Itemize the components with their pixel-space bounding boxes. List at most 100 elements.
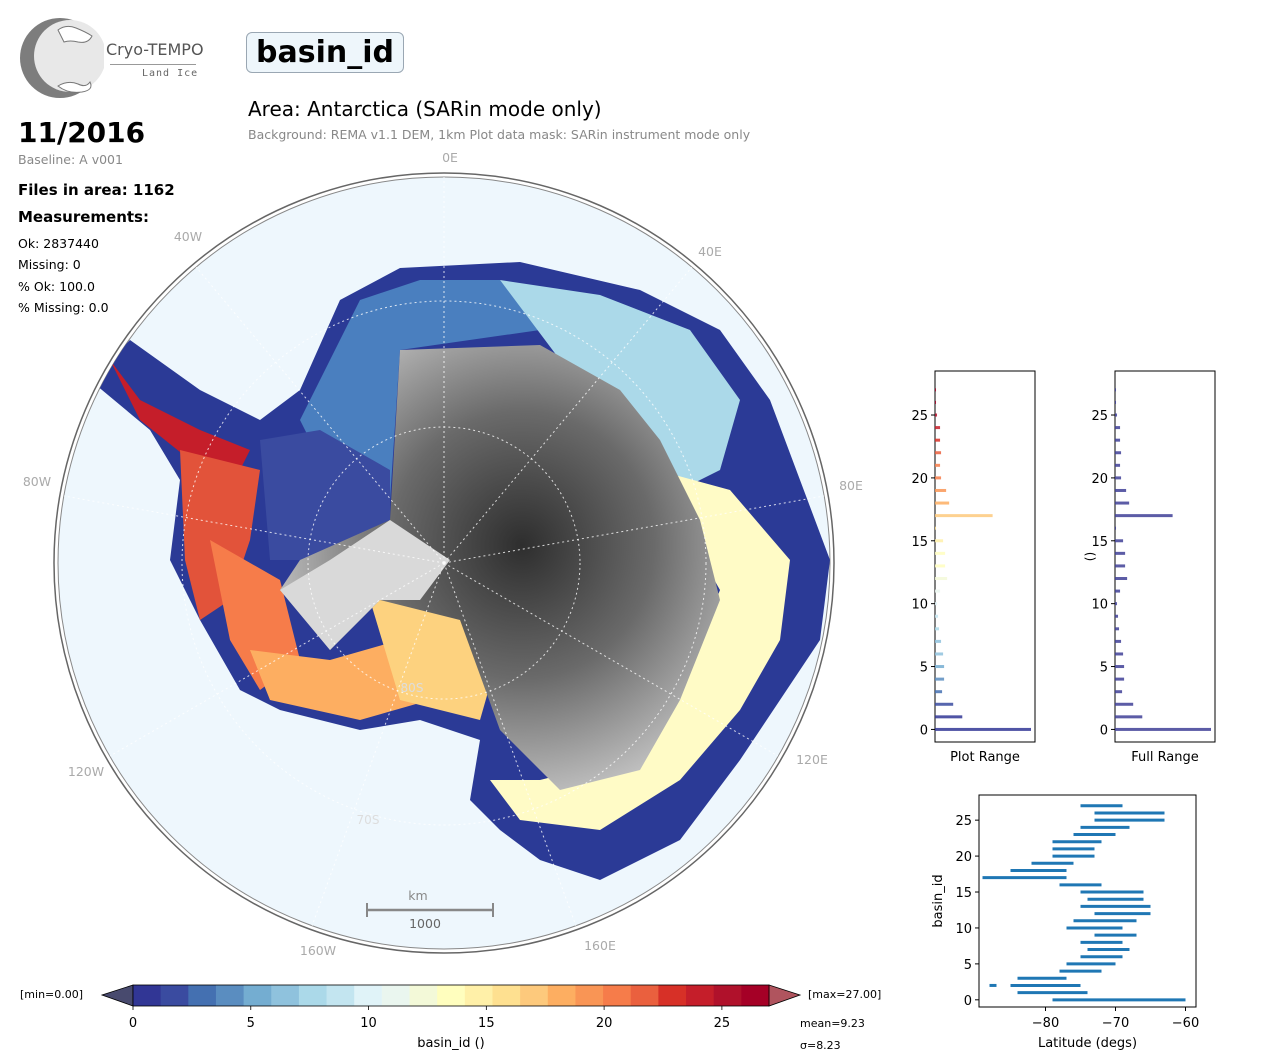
histogram-plot-range: 0 5 10 15 20 25 Plot Range: [911, 370, 1036, 765]
histogram-bar: [935, 715, 963, 719]
colorbar-mean: mean=9.23: [800, 1017, 865, 1030]
y-axis-label: (): [1083, 552, 1097, 561]
basin-blue: [300, 280, 540, 500]
histogram-bar: [935, 400, 937, 404]
histogram-bar: [1115, 400, 1117, 404]
stat-ok: Ok: 2837440: [18, 236, 99, 251]
lon-label: 80W: [23, 474, 51, 489]
histogram-bar: [935, 652, 944, 656]
colorbar-swatch: [271, 985, 300, 1006]
colorbar-swatch: [133, 985, 162, 1006]
colorbar-swatch: [326, 985, 355, 1006]
histogram-bar: [1115, 551, 1126, 555]
plot-frame: [1114, 370, 1216, 743]
histogram-bar: [1115, 677, 1125, 681]
colorbar-swatch: [741, 985, 770, 1006]
y-tick-label: 10: [955, 922, 972, 937]
area-title: Area: Antarctica (SARin mode only): [248, 97, 602, 121]
plot-frame: [934, 370, 1036, 743]
stat-pct-ok: % Ok: 100.0: [18, 279, 95, 294]
histogram-bar: [1115, 690, 1123, 694]
histogram-bar: [1115, 426, 1121, 430]
y-tick-label: 25: [955, 814, 972, 829]
dem-light-sector: [280, 520, 450, 650]
x-axis-label: Full Range: [1131, 750, 1199, 765]
colorbar-swatch: [686, 985, 715, 1006]
basin-paleyellow: [490, 460, 790, 830]
y-tick-label: 20: [955, 850, 972, 865]
colorbar-swatch: [658, 985, 687, 1006]
stat-pct-missing: % Missing: 0.0: [18, 300, 109, 315]
y-tick-label: 20: [1091, 472, 1108, 487]
colorbar-swatch: [520, 985, 549, 1006]
histogram-bar: [935, 665, 945, 669]
colorbar-swatch: [215, 985, 245, 1006]
histogram-bar: [935, 702, 954, 706]
histogram-bar: [1115, 715, 1143, 719]
lat-label: 80S: [401, 681, 424, 695]
histogram-bar: [1115, 665, 1125, 669]
colorbar-swatch: [354, 985, 383, 1006]
histogram-bar: [1115, 526, 1117, 530]
colorbar-tick-label: 0: [129, 1016, 137, 1031]
histogram-bar: [935, 639, 942, 643]
lon-label: 40E: [698, 244, 722, 259]
colorbar-tick-label: 15: [478, 1016, 495, 1031]
longitude-labels: 0E 40E 80E 120E 160E 160W 120W 80W 40W: [23, 150, 863, 958]
histogram-bar: [935, 413, 938, 417]
latitude-range-chart: −80 −70 −60 0 5 10 15 20 25 Latitude (degs) basin_…: [931, 794, 1199, 1051]
histogram-bar: [1115, 627, 1120, 631]
x-axis-label: Latitude (degs): [1038, 1036, 1137, 1051]
basin-darkblue: [260, 430, 390, 560]
files-count: Files in area: 1162: [18, 181, 175, 199]
area-subtitle: Background: REMA v1.1 DEM, 1km Plot data…: [248, 127, 751, 142]
scalebar-value: 1000: [409, 916, 441, 931]
baseline-label: Baseline: A v001: [18, 152, 123, 167]
histogram-bar: [935, 614, 939, 618]
histogram-bar: [1115, 639, 1122, 643]
histogram-bar: [935, 727, 1031, 731]
histogram-bar: [935, 551, 946, 555]
histogram-bar: [1115, 463, 1121, 467]
logo-subtitle: Land Ice: [142, 68, 199, 79]
map-frame: [53, 172, 835, 954]
data-layer: [63, 177, 830, 927]
colorbar: 0 5 10 15 20 25 [min=0.00] [max=27.00] basin_…: [20, 984, 881, 1052]
y-tick-label: 5: [920, 661, 928, 676]
colorbar-swatch: [630, 985, 659, 1006]
histogram-bar: [935, 501, 950, 505]
basin-red: [110, 360, 250, 470]
y-axis-label: basin_id: [931, 874, 946, 927]
colorbar-label: basin_id (): [417, 1036, 484, 1051]
colorbar-min-label: [min=0.00]: [20, 988, 83, 1001]
colorbar-swatch: [713, 985, 742, 1006]
histogram-bar: [1115, 614, 1119, 618]
colorbar-swatch: [603, 985, 632, 1006]
colorbar-swatch: [437, 985, 466, 1006]
measurements-heading: Measurements:: [18, 208, 149, 226]
histogram-bar: [1115, 539, 1124, 543]
histogram-bar: [1115, 514, 1173, 518]
dem-background: [280, 345, 720, 790]
cryo-tempo-logo: [20, 18, 104, 98]
histogram-bar: [1115, 577, 1128, 581]
scalebar-unit: km: [408, 888, 427, 903]
histogram-bar: [1115, 501, 1130, 505]
histogram-bar: [935, 589, 941, 593]
y-tick-label: 25: [911, 409, 928, 424]
histogram-bar: [935, 602, 938, 606]
lon-label: 80E: [839, 478, 863, 493]
histogram-bar: [935, 426, 941, 430]
histogram-bar: [1115, 602, 1118, 606]
y-tick-label: 10: [911, 598, 928, 613]
histogram-bar: [935, 564, 946, 568]
lon-label: 120E: [796, 752, 828, 767]
y-tick-label: 0: [964, 994, 972, 1009]
histogram-bar: [935, 526, 937, 530]
colorbar-tick-label: 25: [714, 1016, 731, 1031]
colorbar-tick-label: 20: [596, 1016, 613, 1031]
colorbar-swatch: [409, 985, 438, 1006]
histogram-bar: [1115, 702, 1134, 706]
y-tick-label: 20: [911, 472, 928, 487]
y-tick-label: 5: [964, 958, 972, 973]
